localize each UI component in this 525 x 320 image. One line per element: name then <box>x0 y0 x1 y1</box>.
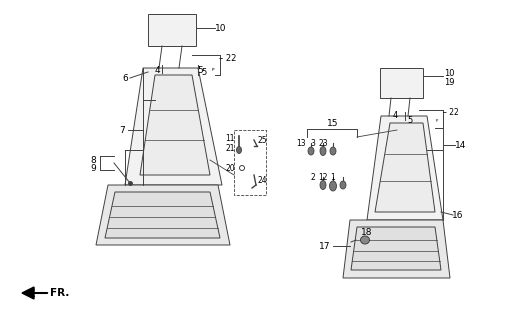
Polygon shape <box>367 116 443 220</box>
Text: 14: 14 <box>455 140 467 149</box>
Text: 17: 17 <box>319 242 331 251</box>
Text: ᴾ: ᴾ <box>436 119 438 124</box>
Text: 3: 3 <box>311 139 316 148</box>
Ellipse shape <box>330 147 336 155</box>
Text: 16: 16 <box>452 211 464 220</box>
Text: 6: 6 <box>122 74 128 83</box>
Text: 8: 8 <box>90 156 96 164</box>
Polygon shape <box>380 68 423 98</box>
Text: 4: 4 <box>392 110 397 119</box>
Text: 11: 11 <box>225 133 235 142</box>
Polygon shape <box>343 220 450 278</box>
Text: 15: 15 <box>327 118 339 127</box>
Text: 19: 19 <box>444 77 454 86</box>
Polygon shape <box>148 14 196 46</box>
Text: 10: 10 <box>215 23 227 33</box>
Polygon shape <box>22 287 34 299</box>
Ellipse shape <box>340 181 346 189</box>
Text: 9: 9 <box>90 164 96 172</box>
Text: 5: 5 <box>202 68 207 76</box>
Ellipse shape <box>320 180 326 189</box>
Polygon shape <box>351 227 441 270</box>
Text: 21: 21 <box>225 143 235 153</box>
Text: 5: 5 <box>197 66 203 75</box>
Text: 25: 25 <box>257 135 267 145</box>
Ellipse shape <box>330 181 337 191</box>
Ellipse shape <box>308 147 314 155</box>
Ellipse shape <box>236 147 242 154</box>
Text: 2: 2 <box>311 172 316 181</box>
Text: 1: 1 <box>331 172 335 181</box>
Text: ᴾ: ᴾ <box>212 69 214 75</box>
Text: 7: 7 <box>119 125 125 134</box>
Polygon shape <box>375 123 435 212</box>
Text: FR.: FR. <box>50 288 70 298</box>
Text: 18: 18 <box>361 228 373 236</box>
Polygon shape <box>140 75 210 175</box>
Text: – 22: – 22 <box>219 53 237 62</box>
Text: – 22: – 22 <box>443 108 459 116</box>
Text: 20: 20 <box>225 164 235 172</box>
Text: 5: 5 <box>407 116 413 124</box>
Text: 10: 10 <box>444 68 454 77</box>
Polygon shape <box>125 68 222 185</box>
Text: 4: 4 <box>154 66 160 75</box>
Text: 13: 13 <box>296 139 306 148</box>
Text: 24: 24 <box>257 175 267 185</box>
Text: 23: 23 <box>318 139 328 148</box>
Ellipse shape <box>320 147 326 156</box>
Text: 12: 12 <box>318 172 328 181</box>
Ellipse shape <box>361 236 370 244</box>
Polygon shape <box>105 192 220 238</box>
Polygon shape <box>96 185 230 245</box>
